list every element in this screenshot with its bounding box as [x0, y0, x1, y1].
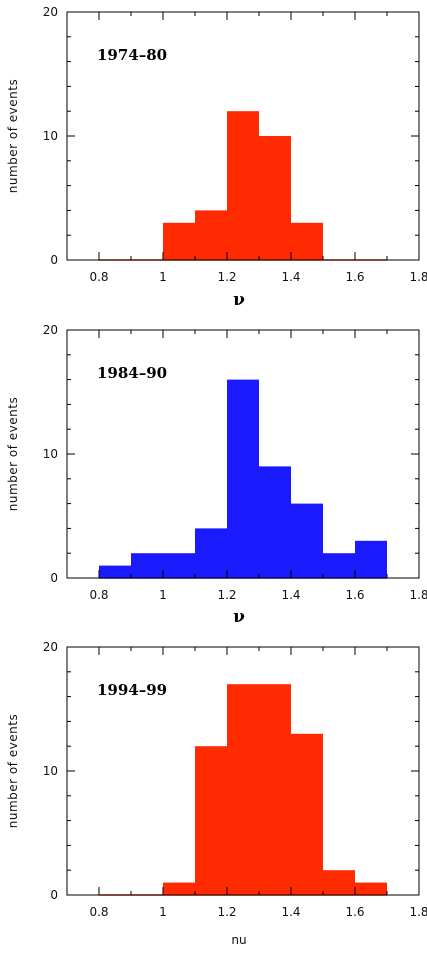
x-tick-label: 1.4: [281, 270, 300, 284]
x-tick-label: 1.8: [409, 588, 427, 602]
y-tick-label: 0: [50, 571, 58, 585]
x-tick-label: 1.2: [217, 270, 236, 284]
histogram-bar: [323, 870, 355, 895]
period-annotation: 1984–90: [97, 364, 167, 382]
histogram-bar: [227, 684, 259, 895]
x-axis-label: ν: [233, 607, 245, 627]
histogram-bar: [259, 136, 291, 260]
histogram-bar: [195, 210, 227, 260]
histogram-bar: [99, 565, 131, 578]
x-axis-label: ν: [233, 290, 245, 310]
y-tick-label: 0: [50, 253, 58, 267]
histogram-bar: [355, 882, 387, 895]
histogram-bar: [323, 553, 355, 578]
y-tick-label: 10: [43, 129, 58, 143]
histogram-bar: [291, 222, 323, 260]
period-annotation: 1974–80: [97, 46, 167, 64]
x-tick-label: 1: [159, 905, 167, 919]
x-axis-label: nu: [231, 933, 246, 947]
histogram-panel-2: 0.8 1 1.2 1.4 1.6 1.8 0 10 20 number of events ν 19…: [6, 323, 427, 627]
histogram-panel-3: 0.8 1 1.2 1.4 1.6 1.8 0 10 20 number of events nu 1…: [6, 640, 427, 947]
y-axis-label: number of events: [6, 79, 20, 193]
histogram-bar: [163, 553, 195, 578]
period-annotation: 1994–99: [97, 681, 167, 699]
x-tick-label: 1: [159, 270, 167, 284]
x-tick-label: 1.4: [281, 905, 300, 919]
histogram-bar: [163, 882, 195, 895]
x-tick-label: 1.6: [345, 905, 364, 919]
x-tick-label: 0.8: [89, 270, 108, 284]
histogram-bar: [227, 111, 259, 260]
x-tick-label: 1.2: [217, 905, 236, 919]
x-tick-label: 1.6: [345, 270, 364, 284]
x-tick-label: 1.2: [217, 588, 236, 602]
histogram-bar: [163, 222, 195, 260]
histogram-bar: [291, 733, 323, 895]
y-tick-label: 20: [43, 323, 58, 337]
y-axis-label: number of events: [6, 714, 20, 828]
histogram-panel-1: 0.8 1 1.2 1.4 1.6 1.8 0 10 20 number of events ν 19…: [6, 5, 427, 310]
x-tick-label: 0.8: [89, 905, 108, 919]
y-tick-label: 20: [43, 5, 58, 19]
x-tick-label: 0.8: [89, 588, 108, 602]
histogram-bar: [291, 503, 323, 578]
y-tick-label: 10: [43, 764, 58, 778]
x-tick-label: 1.4: [281, 588, 300, 602]
histogram-bar: [227, 379, 259, 578]
x-tick-label: 1.6: [345, 588, 364, 602]
y-tick-label: 20: [43, 640, 58, 654]
histogram-bar: [259, 684, 291, 895]
histogram-bar: [195, 528, 227, 578]
x-tick-label: 1.8: [409, 270, 427, 284]
histogram-bar: [355, 540, 387, 578]
histogram-bar: [195, 746, 227, 895]
y-tick-label: 0: [50, 888, 58, 902]
x-tick-label: 1: [159, 588, 167, 602]
histogram-bar: [131, 553, 163, 578]
x-tick-label: 1.8: [409, 905, 427, 919]
histogram-bar: [259, 466, 291, 578]
y-tick-label: 10: [43, 447, 58, 461]
y-axis-label: number of events: [6, 397, 20, 511]
